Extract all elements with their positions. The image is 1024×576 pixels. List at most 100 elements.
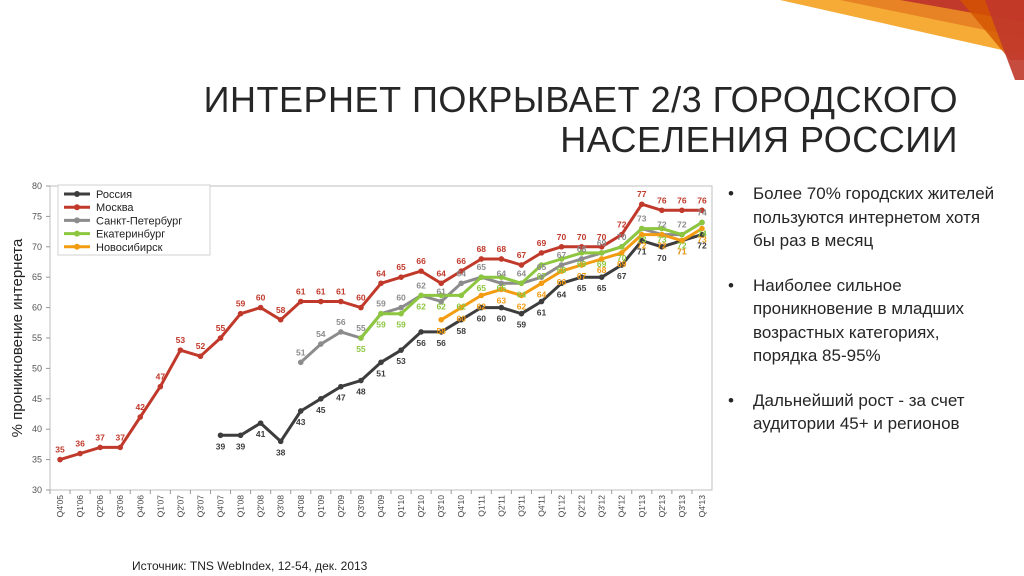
- data-point: [518, 310, 525, 317]
- data-label: 59: [376, 320, 386, 330]
- data-label: 62: [457, 301, 467, 311]
- data-point: [257, 304, 264, 311]
- data-point: [358, 335, 364, 341]
- legend-label: Россия: [96, 189, 132, 201]
- y-tick-label: 40: [32, 424, 42, 434]
- data-point: [478, 274, 485, 280]
- data-label: 77: [637, 189, 647, 199]
- y-tick-label: 75: [32, 211, 42, 221]
- data-point: [699, 207, 705, 214]
- data-label: 70: [657, 253, 667, 263]
- data-point: [458, 292, 465, 299]
- page-title: ИНТЕРНЕТ ПОКРЫВАЕТ 2/3 ГОРОДСКОГО НАСЕЛЕ…: [138, 80, 958, 160]
- data-point: [217, 335, 224, 341]
- data-label: 59: [396, 320, 406, 330]
- x-tick-label: Q3'12: [597, 495, 607, 518]
- data-label: 65: [597, 283, 607, 293]
- data-point: [558, 244, 565, 250]
- data-point: [458, 316, 465, 323]
- data-label: 68: [577, 244, 587, 254]
- data-label: 64: [537, 289, 547, 299]
- data-label: 55: [216, 323, 226, 333]
- y-tick-label: 35: [32, 455, 42, 465]
- x-tick-label: Q4'10: [456, 495, 466, 518]
- data-label: 73: [657, 235, 667, 245]
- data-label: 71: [677, 247, 687, 257]
- data-label: 62: [517, 301, 527, 311]
- data-point: [699, 219, 705, 226]
- data-point: [518, 262, 525, 268]
- data-point: [478, 256, 485, 262]
- data-point: [398, 304, 404, 311]
- data-label: 70: [617, 253, 627, 263]
- data-point: [598, 256, 605, 262]
- data-point: [598, 274, 605, 280]
- data-point: [217, 432, 224, 439]
- data-label: 58: [457, 326, 467, 336]
- data-label: 59: [236, 299, 246, 309]
- data-label: 60: [256, 293, 266, 303]
- data-label: 72: [677, 241, 687, 251]
- data-point: [358, 377, 364, 384]
- data-point: [297, 298, 304, 305]
- data-label: 51: [296, 347, 306, 357]
- data-label: 65: [477, 262, 487, 272]
- data-label: 67: [577, 271, 587, 281]
- data-point: [338, 383, 344, 390]
- data-point: [638, 225, 645, 232]
- data-label: 64: [376, 268, 386, 278]
- data-label: 58: [276, 305, 286, 315]
- data-label: 68: [477, 244, 487, 254]
- data-label: 56: [436, 338, 446, 348]
- x-tick-label: Q1'08: [236, 495, 246, 518]
- data-point: [638, 231, 645, 238]
- data-point: [618, 250, 625, 256]
- data-point: [318, 341, 324, 347]
- series-line: [440, 227, 703, 322]
- x-tick-label: Q3'08: [276, 495, 286, 518]
- bullet-text: Наиболее сильное проникновение в младших…: [753, 275, 965, 366]
- legend-label: Санкт-Петербург: [96, 215, 182, 227]
- data-label: 53: [396, 356, 406, 366]
- legend-marker: [74, 204, 80, 211]
- penetration-line-chart: 30 35 40 45 50 55 60 65 70 75 80 Q4'05 Q1'06 Q2'06 Q3'…: [9, 181, 713, 518]
- series-line: [359, 221, 703, 339]
- data-label: 69: [597, 259, 607, 269]
- y-tick-label: 30: [32, 485, 42, 495]
- legend-label: Новосибирск: [96, 242, 163, 254]
- data-label: 61: [316, 287, 326, 297]
- data-point: [679, 207, 685, 214]
- data-point: [558, 256, 565, 262]
- data-label: 36: [75, 439, 85, 449]
- data-point: [638, 237, 645, 244]
- data-point: [418, 268, 424, 274]
- data-label: 43: [296, 417, 306, 427]
- data-label: 54: [316, 329, 326, 339]
- data-label: 59: [376, 299, 386, 309]
- x-tick-label: Q4'09: [376, 495, 386, 518]
- data-label: 64: [436, 268, 446, 278]
- data-label: 60: [396, 293, 406, 303]
- data-label: 73: [697, 235, 707, 245]
- data-label: 70: [617, 232, 627, 242]
- data-label: 68: [557, 265, 567, 275]
- y-tick-label: 45: [32, 394, 42, 404]
- data-point: [659, 231, 665, 238]
- x-tick-label: Q2'07: [175, 495, 185, 518]
- data-label: 61: [336, 287, 346, 297]
- data-label: 61: [537, 308, 547, 318]
- data-point: [458, 268, 465, 274]
- data-point: [618, 231, 625, 238]
- data-point: [538, 298, 545, 305]
- data-point: [659, 207, 665, 214]
- data-label: 64: [517, 268, 527, 278]
- x-tick-label: Q2'08: [256, 495, 266, 518]
- bullet-glyph: •: [728, 390, 734, 410]
- data-label: 70: [577, 232, 587, 242]
- data-point: [338, 298, 344, 305]
- data-label: 72: [677, 220, 687, 230]
- data-point: [438, 298, 444, 305]
- data-label: 65: [537, 262, 547, 272]
- data-label: 76: [677, 195, 687, 205]
